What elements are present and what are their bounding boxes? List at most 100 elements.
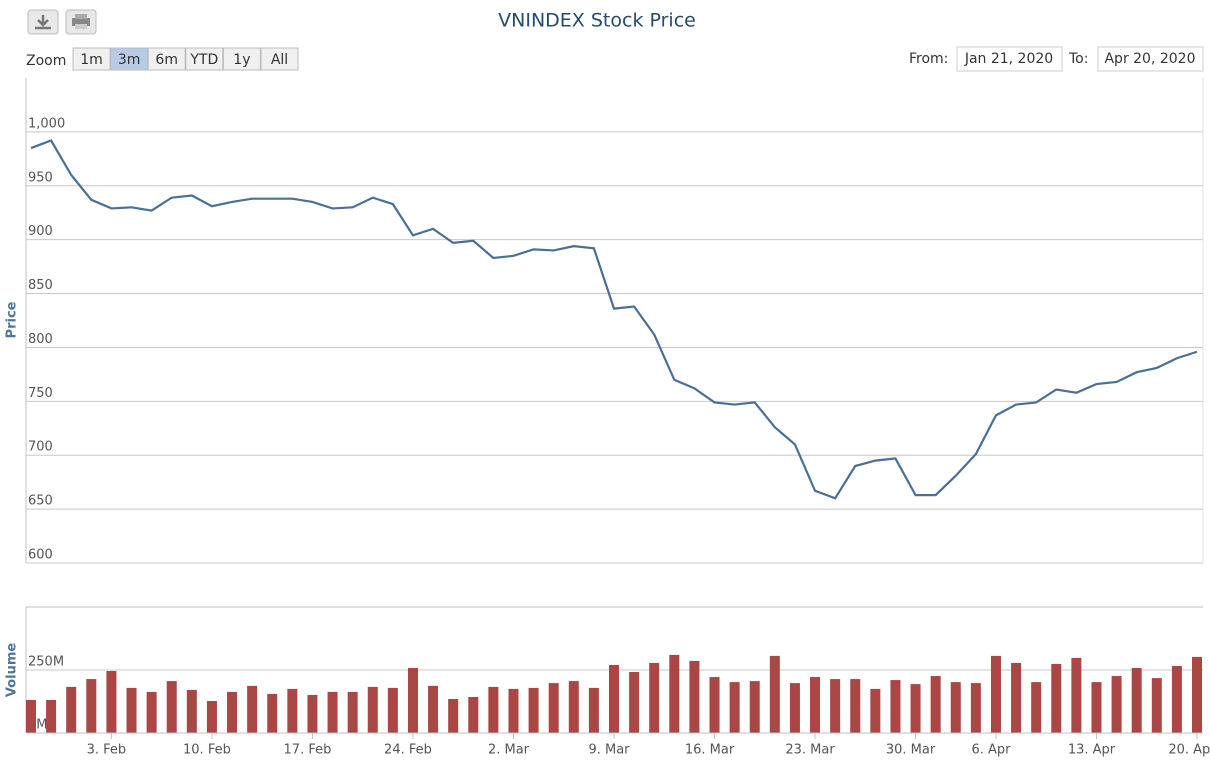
zoom-label: Zoom: [26, 53, 66, 69]
volume-bar: [649, 662, 660, 733]
volume-bar: [850, 679, 861, 733]
volume-bar: [609, 664, 619, 733]
x-tick-label: 3. Feb: [87, 743, 127, 758]
x-tick-label: 23. Mar: [785, 743, 835, 758]
volume-bar: [186, 689, 197, 733]
zoom-button[interactable]: [260, 47, 299, 71]
volume-bar: [528, 687, 539, 733]
volume-bar: [890, 680, 901, 733]
zoom-button-label: 3m: [118, 52, 141, 68]
price-axis-title: Price: [5, 301, 20, 338]
zoom-button[interactable]: [222, 47, 261, 71]
zoom-button[interactable]: [185, 47, 224, 71]
x-tick-label: 17. Feb: [284, 743, 332, 758]
volume-bar: [1171, 665, 1182, 733]
volume-bar: [287, 688, 298, 733]
volume-bar: [126, 687, 137, 733]
volume-bar: [548, 683, 559, 733]
zoom-button[interactable]: [147, 47, 186, 71]
volume-bar: [1051, 663, 1062, 733]
volume-bar: [428, 685, 439, 733]
volume-bar: [1192, 656, 1202, 733]
volume-bar: [1071, 657, 1082, 733]
y-tick-label: 650: [28, 494, 53, 509]
download-button[interactable]: [27, 9, 59, 35]
y-tick-label: 900: [28, 224, 53, 239]
from-label: From:: [909, 51, 948, 67]
volume-bar: [267, 693, 278, 733]
volume-bar: [830, 679, 841, 733]
volume-bar: [669, 654, 680, 733]
to-input[interactable]: [1097, 46, 1204, 72]
volume-bar: [749, 681, 760, 733]
volume-bar: [950, 682, 961, 733]
x-tick-label: 9. Mar: [588, 743, 630, 758]
x-tick-label: 16. Mar: [685, 743, 735, 758]
x-tick-label: 20. Apr: [1168, 743, 1210, 758]
y-tick-label: 850: [28, 278, 53, 293]
zoom-button-label: 1y: [233, 52, 250, 68]
volume-bar: [629, 672, 640, 733]
x-tick-label: 10. Feb: [183, 743, 231, 758]
volume-bar: [1111, 676, 1122, 733]
y-tick-label: 250M: [28, 655, 64, 670]
zoom-button-label: 1m: [80, 52, 103, 68]
volume-bar: [709, 677, 720, 733]
volume-bar: [1031, 682, 1042, 733]
volume-bar: [689, 660, 700, 733]
zoom-button-label: 6m: [155, 52, 178, 68]
volume-bar: [166, 681, 177, 733]
volume-bar: [66, 686, 77, 733]
x-tick-label: 2. Mar: [488, 743, 530, 758]
x-tick-label: 24. Feb: [384, 743, 432, 758]
volume-bar: [910, 684, 921, 733]
volume-bar: [206, 700, 217, 733]
price-line: [30, 139, 1198, 500]
volume-bar: [86, 679, 97, 733]
to-date: Apr 20, 2020: [1104, 51, 1195, 67]
y-tick-label: 950: [28, 170, 53, 185]
volume-bar: [990, 655, 1001, 733]
volume-bar: [1091, 682, 1102, 733]
print-button[interactable]: [65, 9, 97, 35]
x-tick-label: 6. Apr: [971, 743, 1011, 758]
from-input[interactable]: [956, 46, 1063, 72]
volume-bar: [729, 682, 740, 733]
x-tick-label: 30. Mar: [886, 743, 936, 758]
y-tick-label: 700: [28, 440, 53, 455]
volume-bar: [227, 691, 238, 733]
volume-bar: [588, 687, 599, 733]
y-tick-label: 750: [28, 386, 53, 401]
volume-bar: [448, 698, 459, 733]
volume-bar: [568, 681, 579, 733]
volume-bar: [247, 685, 258, 733]
zoom-button[interactable]: [110, 47, 149, 71]
zoom-button[interactable]: [72, 47, 111, 71]
volume-bar: [327, 691, 338, 733]
volume-bar: [26, 699, 36, 733]
zoom-button-label: All: [271, 52, 288, 68]
volume-bar: [488, 686, 499, 733]
from-date: Jan 21, 2020: [964, 51, 1053, 67]
volume-bar: [307, 694, 318, 733]
volume-bar: [367, 686, 378, 733]
y-tick-label: 600: [28, 548, 53, 563]
volume-bar: [106, 671, 117, 733]
volume-bar: [930, 676, 941, 733]
chart-title: VNINDEX Stock Price: [498, 10, 696, 32]
volume-bar: [387, 687, 398, 733]
volume-bar: [46, 699, 57, 733]
volume-bar: [970, 683, 981, 733]
y-tick-label: 1,000: [28, 116, 65, 131]
volume-bar: [1131, 667, 1142, 733]
volume-axis-title: Volume: [5, 643, 20, 698]
volume-bar: [146, 691, 157, 733]
y-tick-label: 800: [28, 332, 53, 347]
volume-bar: [769, 655, 780, 733]
volume-bar: [810, 677, 821, 733]
volume-bar: [870, 688, 881, 733]
volume-bar: [407, 667, 418, 733]
volume-bar: [468, 696, 479, 733]
volume-bar: [789, 683, 800, 733]
